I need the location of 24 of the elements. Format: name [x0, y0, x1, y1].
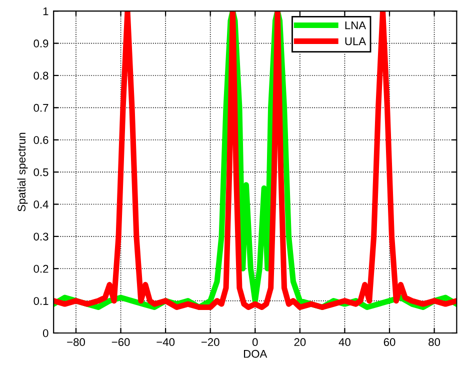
y-tick-label: 0.3 [34, 232, 48, 241]
y-tick-label: 0.1 [34, 297, 48, 305]
y-tick-label: 0.4 [34, 200, 48, 208]
x-tick-label: −80 [67, 338, 85, 346]
x-tick-label: −60 [112, 338, 130, 346]
x-tick-label: 40 [338, 338, 350, 346]
y-axis-title: Spatial spectrun [17, 132, 28, 212]
y-tick-label: 0.2 [34, 264, 48, 273]
x-tick-label: 80 [428, 338, 440, 346]
legend-label: LNA [345, 22, 366, 30]
y-tick-label: 1 [43, 7, 48, 16]
y-tick-label: 0 [42, 329, 48, 338]
y-tick-label: 0.8 [34, 72, 48, 80]
x-tick-label: 60 [384, 338, 396, 346]
x-tick-label: −40 [156, 338, 175, 346]
y-tick-label: 0.6 [34, 136, 48, 144]
x-tick-label: −20 [201, 338, 220, 346]
y-tick-label: 0.5 [34, 168, 48, 176]
y-tick-label: 0.9 [34, 40, 48, 48]
legend-label: ULA [345, 37, 366, 46]
y-tick-label: 0.7 [34, 104, 48, 112]
x-tick-label: 0 [252, 338, 258, 346]
x-tick-label: 20 [294, 338, 306, 346]
x-axis-title: DOA [244, 350, 268, 358]
